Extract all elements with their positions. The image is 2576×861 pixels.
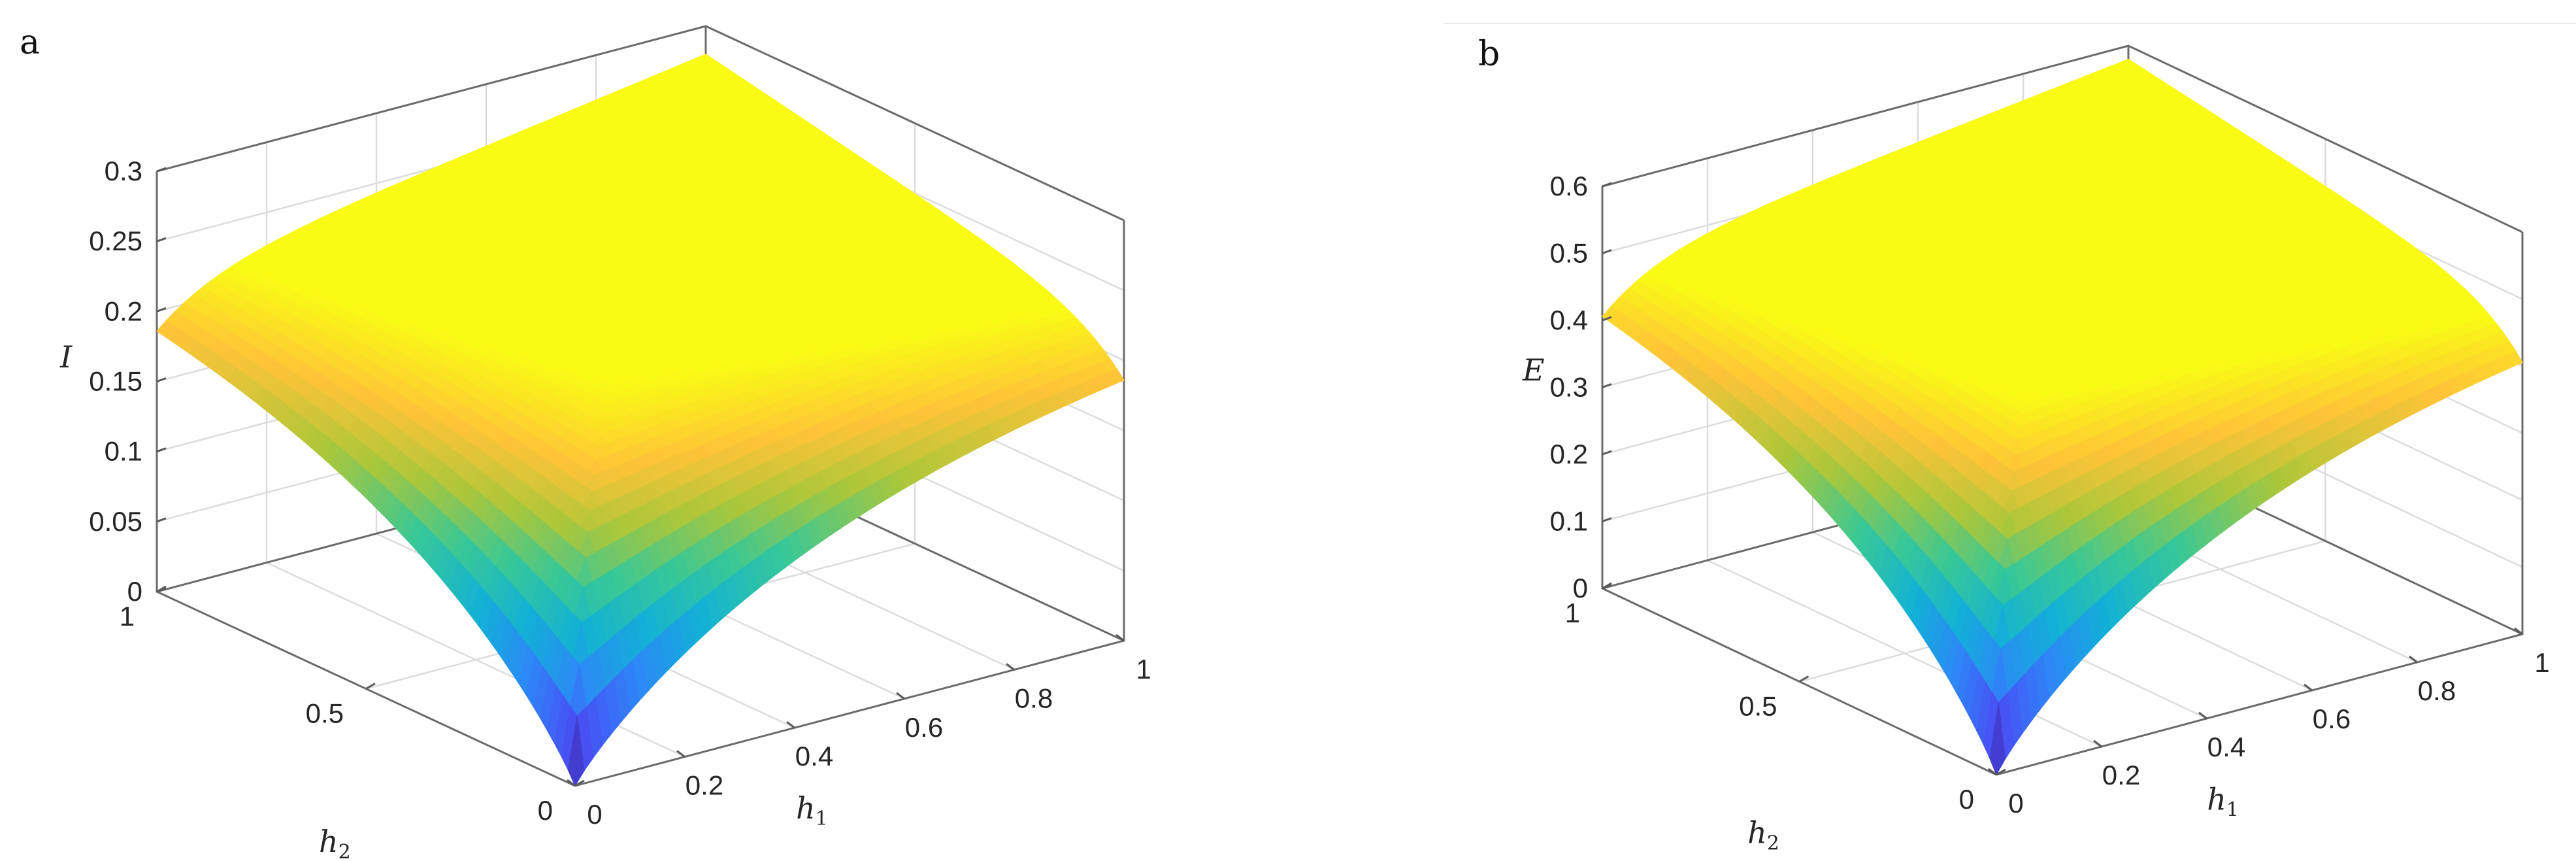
panel-letter: b bbox=[1478, 35, 1500, 74]
z-tick-label: 0.25 bbox=[89, 226, 142, 256]
y-tick-label: 0 bbox=[538, 795, 553, 826]
x-axis-label-text: h bbox=[796, 790, 816, 826]
y-tick-label: 0.5 bbox=[306, 698, 344, 729]
x-tick-label: 0.8 bbox=[1015, 683, 1053, 713]
z-tick-label: 0.2 bbox=[105, 295, 142, 326]
x-tick-label: 0.6 bbox=[905, 712, 943, 743]
y-axis-label-text: h bbox=[319, 824, 339, 859]
panel-b-surface-plot: b00.10.20.30.40.50.6E00.20.40.60.81h100.… bbox=[1478, 35, 2550, 855]
x-tick-label: 0 bbox=[587, 799, 602, 830]
x-tick-label: 0.4 bbox=[795, 741, 833, 771]
y-axis-label: h2 bbox=[319, 824, 351, 861]
z-tick-label: 0.05 bbox=[89, 506, 142, 537]
z-tick-label: 0.15 bbox=[89, 366, 142, 397]
z-tick-label: 0.3 bbox=[105, 156, 142, 186]
x-tick-label: 0.2 bbox=[685, 770, 723, 801]
x-axis-label: h1 bbox=[796, 790, 828, 830]
surface bbox=[156, 54, 1125, 787]
x-tick-label: 1 bbox=[1136, 654, 1151, 684]
x-axis-label-subscript: 1 bbox=[816, 807, 828, 830]
y-axis-label-subscript: 2 bbox=[339, 841, 351, 861]
z-tick-label: 0.1 bbox=[105, 436, 142, 467]
y-tick-label: 1 bbox=[120, 601, 135, 632]
panel-letter: a bbox=[20, 23, 40, 62]
z-axis-label: I bbox=[59, 339, 73, 375]
z-axis: 00.050.10.150.20.250.3 bbox=[89, 156, 167, 607]
panel-a-surface-plot: a00.050.10.150.20.250.3I00.20.40.60.81h1… bbox=[20, 23, 1151, 861]
